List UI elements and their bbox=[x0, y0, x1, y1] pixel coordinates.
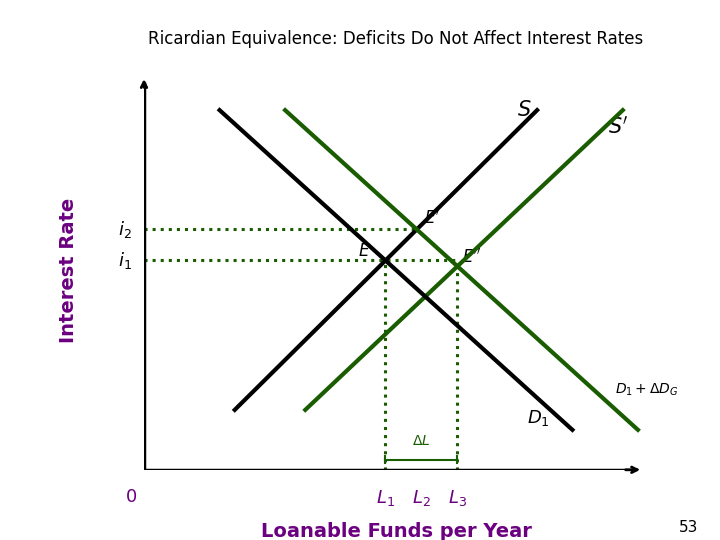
Text: $S$: $S$ bbox=[517, 100, 531, 120]
Text: $L_3$: $L_3$ bbox=[448, 488, 467, 508]
Text: $\Delta L$: $\Delta L$ bbox=[413, 434, 431, 448]
Text: $E^{\prime\prime}$: $E^{\prime\prime}$ bbox=[462, 247, 482, 266]
Text: $L_2$: $L_2$ bbox=[412, 488, 431, 508]
Text: $i_1$: $i_1$ bbox=[117, 250, 132, 271]
Text: 53: 53 bbox=[679, 519, 698, 535]
Text: Loanable Funds per Year: Loanable Funds per Year bbox=[261, 522, 531, 540]
Text: $D_1 + \Delta D_G$: $D_1 + \Delta D_G$ bbox=[615, 382, 679, 398]
Text: $E'$: $E'$ bbox=[424, 208, 441, 227]
Text: $E$: $E$ bbox=[358, 242, 370, 260]
Text: Ricardian Equivalence: Deficits Do Not Affect Interest Rates: Ricardian Equivalence: Deficits Do Not A… bbox=[148, 30, 644, 48]
Text: $D_1$: $D_1$ bbox=[527, 408, 550, 428]
Text: $i_2$: $i_2$ bbox=[117, 219, 132, 240]
Text: $0$: $0$ bbox=[125, 488, 138, 506]
Text: Interest Rate: Interest Rate bbox=[59, 198, 78, 342]
Text: $S'$: $S'$ bbox=[608, 115, 629, 137]
Text: $L_1$: $L_1$ bbox=[376, 488, 395, 508]
